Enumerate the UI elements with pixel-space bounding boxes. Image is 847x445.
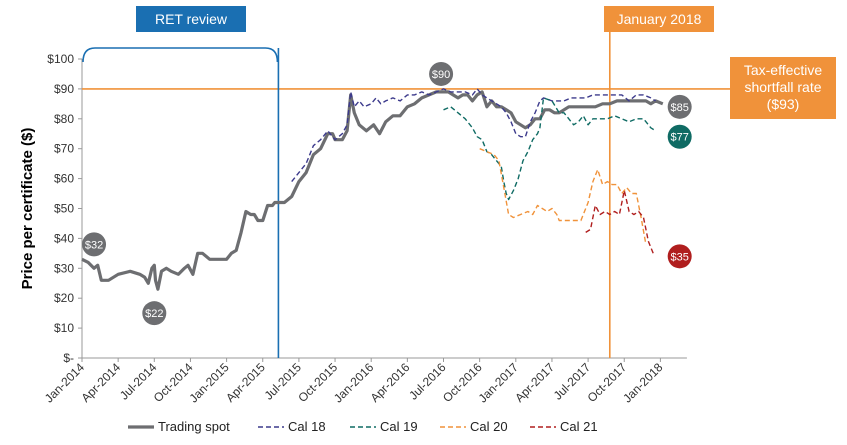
series-line-cal-21 (585, 189, 654, 254)
x-tick-label: Jan-2014 (42, 360, 88, 406)
y-tick-label: $20 (54, 291, 74, 305)
value-bubble-label: $90 (432, 69, 450, 81)
value-bubble-label: $35 (671, 251, 689, 263)
annotations: RET review January 2018 Tax-effectiveshort… (82, 6, 836, 326)
ret-review-box (136, 6, 246, 32)
value-bubble (429, 61, 454, 86)
value-bubble-label: $32 (85, 239, 103, 251)
x-tick-label: Jan-2016 (331, 360, 377, 406)
y-tick-label: $50 (54, 202, 74, 216)
january-2018-label: January 2018 (617, 11, 702, 27)
value-bubble (142, 301, 167, 326)
x-tick-label: Apr-2017 (512, 360, 557, 405)
legend: Trading spot Cal 18 Cal 19 Cal 20 Cal 21 (128, 419, 598, 434)
tax-effective-label: ($93) (767, 96, 800, 112)
y-tick-label: $- (63, 351, 74, 365)
series-line-cal-18 (291, 88, 656, 183)
value-bubble (82, 232, 107, 257)
value-bubble-label: $85 (671, 102, 689, 114)
y-tick-label: $30 (54, 261, 74, 275)
series-line-cal-19 (443, 97, 656, 201)
january-2018-box (604, 6, 714, 32)
y-tick-label: $60 (54, 172, 74, 186)
y-tick-label: $40 (54, 231, 74, 245)
y-tick-label: $80 (54, 112, 74, 126)
y-tick-label: $100 (47, 52, 74, 66)
value-bubble (667, 244, 692, 269)
value-bubble (667, 94, 692, 119)
x-tick-label: Apr-2014 (78, 360, 123, 405)
legend-label: Cal 19 (380, 419, 418, 434)
ret-review-label: RET review (155, 11, 228, 27)
value-bubble-label: $77 (671, 132, 689, 144)
value-bubble (667, 124, 692, 149)
x-tick-label: Jan-2018 (620, 360, 666, 406)
x-tick-label: Jan-2017 (476, 360, 522, 406)
tax-effective-label: Tax-effective (744, 62, 823, 78)
y-tick-label: $90 (54, 82, 74, 96)
legend-label: Trading spot (158, 419, 230, 434)
reference-lines (82, 30, 740, 358)
y-axis-label: Price per certificate ($) (19, 128, 36, 290)
series-line-trading-spot (81, 90, 664, 291)
series-group (81, 88, 664, 291)
y-tick-label: $70 (54, 142, 74, 156)
series-line-cal-20 (479, 148, 647, 245)
legend-label: Cal 21 (560, 419, 598, 434)
tax-effective-label: shortfall rate (744, 79, 821, 95)
tax-effective-box (730, 57, 836, 119)
value-bubble-label: $22 (145, 308, 163, 320)
x-tick-label: Apr-2016 (368, 360, 413, 405)
x-tick-label: Jan-2015 (186, 360, 232, 406)
legend-label: Cal 18 (288, 419, 326, 434)
x-tick-label: Apr-2015 (223, 360, 268, 405)
y-tick-label: $10 (54, 321, 74, 335)
ret-review-bracket (82, 47, 279, 63)
legend-label: Cal 20 (470, 419, 508, 434)
